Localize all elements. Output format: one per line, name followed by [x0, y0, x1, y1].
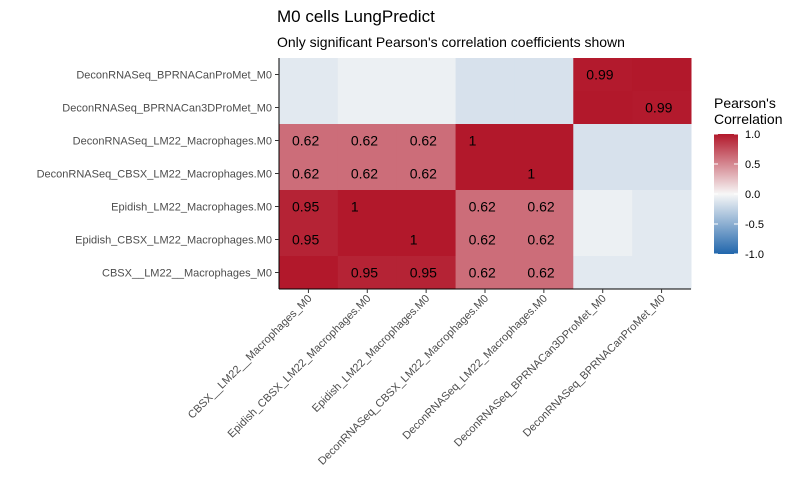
- heatmap-cell: [455, 124, 515, 158]
- heatmap-cell-labels: 0.99 0.99 0.62 0.62 0.62 1 0.62 0.62 0.62 1 0.95 1 0…: [292, 67, 673, 281]
- heatmap-cell: [632, 223, 692, 257]
- cell-value-label: 0.62: [410, 166, 437, 182]
- heatmap-cell: [632, 91, 692, 125]
- cell-value-label: 0.62: [527, 199, 554, 215]
- x-axis-ticks: CBSX__LM22__Macrophages_M0Epidish_CBSX_L…: [186, 289, 668, 468]
- heatmap-cell: [632, 157, 692, 191]
- chart-title: M0 cells LungPredict: [277, 7, 435, 26]
- heatmap-cell: [279, 124, 339, 158]
- heatmap-cell: [455, 157, 515, 191]
- heatmap-cell: [455, 91, 515, 125]
- cell-value-label: 0.95: [410, 265, 437, 281]
- heatmap-cell: [514, 256, 574, 290]
- cell-value-label: 0.62: [292, 166, 319, 182]
- cell-value-label: 0.95: [351, 265, 378, 281]
- heatmap-cell: [573, 190, 633, 224]
- heatmap-cell: [337, 256, 398, 290]
- heatmap-cell: [279, 91, 339, 125]
- cell-value-label: 0.62: [351, 133, 378, 149]
- legend-tick-label: 0.5: [745, 159, 760, 171]
- y-tick-label: Epidish_CBSX_LM22_Macrophages.M0: [75, 235, 272, 247]
- heatmap-cell: [396, 124, 457, 158]
- heatmap-cell: [337, 190, 398, 224]
- cell-value-label: 0.62: [292, 133, 319, 149]
- cell-value-label: 0.62: [527, 265, 554, 281]
- cell-value-label: 0.62: [527, 232, 554, 248]
- heatmap-cell: [514, 91, 574, 125]
- heatmap-cell: [573, 157, 633, 191]
- heatmap-cell: [337, 157, 398, 191]
- heatmap-cell: [455, 190, 515, 224]
- heatmap-cell: [455, 58, 515, 92]
- heatmap-cell: [279, 190, 339, 224]
- heatmap-cell: [514, 190, 574, 224]
- y-tick-label: DeconRNASeq_BPRNACanProMet_M0: [76, 70, 272, 82]
- heatmap-cell: [396, 157, 457, 191]
- heatmap-cell: [573, 256, 633, 290]
- legend-tick-label: 0.0: [745, 189, 760, 201]
- cell-value-label: 1: [351, 199, 359, 215]
- heatmap-cell: [514, 58, 574, 92]
- heatmap-cell: [573, 58, 633, 92]
- heatmap-cell: [337, 223, 398, 257]
- cell-value-label: 0.62: [469, 265, 496, 281]
- heatmap-cell: [337, 58, 398, 92]
- cell-value-label: 0.62: [469, 199, 496, 215]
- heatmap-cell: [279, 223, 339, 257]
- cell-value-label: 1: [469, 133, 477, 149]
- heatmap-cell: [337, 91, 398, 125]
- heatmap-cell: [396, 190, 457, 224]
- heatmap-cell: [279, 256, 339, 290]
- legend-tick-label: -1.0: [745, 249, 764, 261]
- heatmap-cell: [396, 91, 457, 125]
- heatmap-cell: [337, 124, 398, 158]
- chart-subtitle: Only significant Pearson's correlation c…: [277, 34, 625, 50]
- legend: Pearson's Correlation 1.0 0.5 0.0 -0.5 -1.0: [714, 95, 782, 261]
- legend-tick-label: 1.0: [745, 129, 760, 141]
- legend-tick-label: -0.5: [745, 219, 764, 231]
- y-tick-label: CBSX__LM22__Macrophages_M0: [102, 268, 272, 280]
- y-tick-label: DeconRNASeq_BPRNACan3DProMet_M0: [62, 103, 272, 115]
- heatmap-cell: [514, 157, 574, 191]
- heatmap-cell: [632, 256, 692, 290]
- heatmap-cell: [279, 157, 339, 191]
- heatmap-cell: [632, 58, 692, 92]
- heatmap-cell: [514, 223, 574, 257]
- y-tick-label: DeconRNASeq_LM22_Macrophages.M0: [73, 136, 272, 148]
- heatmap-cell: [573, 223, 633, 257]
- legend-title-line2: Correlation: [714, 111, 782, 127]
- cell-value-label: 1: [527, 166, 535, 182]
- y-tick-label: Epidish_LM22_Macrophages.M0: [111, 202, 272, 214]
- heatmap-cell: [396, 223, 457, 257]
- cell-value-label: 0.95: [292, 199, 319, 215]
- cell-value-label: 0.62: [410, 133, 437, 149]
- heatmap-cell: [632, 124, 692, 158]
- x-tick-label: CBSX__LM22__Macrophages_M0: [186, 293, 315, 422]
- cell-value-label: 0.99: [586, 67, 613, 83]
- heatmap-cell: [396, 256, 457, 290]
- y-tick-label: DeconRNASeq_CBSX_LM22_Macrophages.M0: [37, 169, 272, 181]
- cell-value-label: 0.99: [645, 100, 672, 116]
- x-tick-label: Epidish_LM22_Macrophages.M0: [310, 293, 432, 415]
- heatmap-cell: [514, 124, 574, 158]
- cell-value-label: 0.62: [351, 166, 378, 182]
- heatmap-cells: [279, 58, 692, 290]
- cell-value-label: 0.95: [292, 232, 319, 248]
- legend-title-line1: Pearson's: [714, 95, 776, 111]
- cell-value-label: 0.62: [469, 232, 496, 248]
- heatmap-cell: [455, 256, 515, 290]
- heatmap-cell: [573, 124, 633, 158]
- heatmap-cell: [455, 223, 515, 257]
- heatmap-cell: [632, 190, 692, 224]
- heatmap-cell: [279, 58, 339, 92]
- y-axis-ticks: DeconRNASeq_BPRNACanProMet_M0 DeconRNASeq…: [37, 70, 279, 280]
- cell-value-label: 1: [410, 232, 418, 248]
- heatmap-cell: [573, 91, 633, 125]
- heatmap-cell: [396, 58, 457, 92]
